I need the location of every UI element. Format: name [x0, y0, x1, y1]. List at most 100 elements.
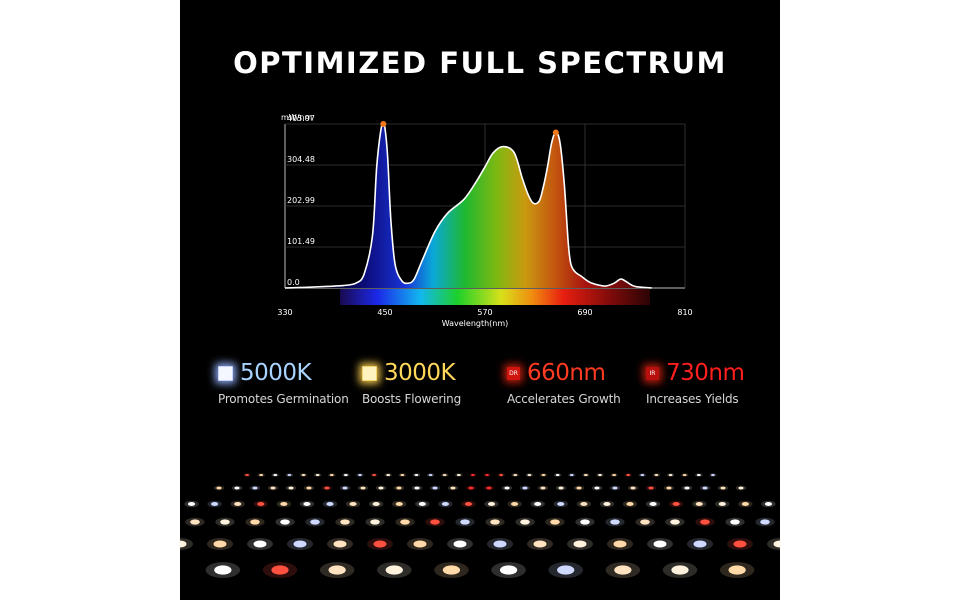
led-dot [486, 486, 492, 490]
led-dot [442, 473, 447, 477]
led-dot [700, 519, 710, 525]
y-tick-label: 0.0 [287, 278, 300, 287]
spectrum-area [285, 123, 652, 288]
y-axis-label: mW/nm [281, 113, 312, 122]
page-title: OPTIMIZED FULL SPECTRUM [233, 46, 727, 80]
led-dot [487, 502, 496, 506]
feature-2: 3000K Boosts Flowering [362, 356, 461, 406]
led-dot [214, 565, 232, 575]
led-dot [640, 473, 645, 477]
led-dot [668, 473, 673, 477]
spectrum-color-bar [340, 289, 650, 305]
led-dot [613, 540, 627, 548]
led-dot [288, 486, 294, 490]
led-dot [612, 473, 617, 477]
x-tick-label: 330 [277, 308, 292, 317]
led-dot [720, 486, 726, 490]
feature-description: Increases Yields [646, 392, 739, 406]
led-dot [583, 473, 588, 477]
led-dot [741, 502, 749, 506]
led-dot [396, 486, 402, 490]
led-dot [370, 519, 380, 525]
white-led-icon [218, 365, 233, 381]
led-dot [213, 540, 227, 548]
led-dot [557, 502, 565, 506]
led-dot [557, 565, 575, 575]
feature-description: Promotes Germination [218, 392, 349, 406]
spectrum-curve [284, 123, 652, 289]
deep-red-led-icon: DR [507, 366, 520, 380]
led-dot [682, 473, 687, 477]
led-dot [555, 473, 560, 477]
led-dot [630, 486, 636, 490]
led-label: IR [649, 369, 656, 377]
led-dot [253, 540, 267, 548]
led-dot [329, 473, 334, 477]
led-dot [569, 473, 574, 477]
led-dot [418, 502, 426, 506]
led-dot [259, 473, 264, 477]
x-tick-label: 450 [377, 308, 392, 317]
led-dot [442, 565, 461, 575]
x-tick-label: 690 [577, 308, 592, 317]
led-dot [695, 502, 703, 506]
led-dot [187, 502, 196, 506]
led-dot [378, 486, 384, 490]
y-tick-label: 101.49 [287, 237, 315, 246]
y-tick-label: 304.48 [287, 155, 315, 164]
led-dot [395, 502, 403, 506]
led-dot [671, 565, 689, 575]
led-dot [310, 519, 320, 525]
feature-description: Boosts Flowering [362, 392, 462, 406]
led-dot [672, 502, 680, 506]
led-dot [414, 473, 419, 477]
x-tick-label: 810 [677, 308, 692, 317]
led-dot [414, 486, 420, 490]
feature-value: 5000K [240, 360, 312, 386]
led-dot [626, 473, 631, 477]
feature-1: 5000K Promotes Germination [218, 356, 349, 406]
led-dot [450, 486, 456, 490]
led-dot [441, 502, 449, 506]
led-dot [733, 540, 747, 548]
led-dot [386, 473, 391, 477]
led-dot [511, 502, 519, 506]
led-dot [303, 502, 311, 506]
led-dot [216, 486, 222, 490]
led-dot [603, 502, 611, 506]
led-dot [648, 486, 654, 490]
led-dot [626, 502, 634, 506]
led-dot [550, 519, 560, 525]
led-dot [534, 502, 542, 506]
led-dot [250, 519, 260, 525]
infrared-led-icon: IR [646, 366, 659, 380]
led-grid-image [180, 473, 780, 578]
led-dot [315, 473, 320, 477]
led-dot [653, 540, 667, 548]
led-dot [520, 519, 530, 525]
led-dot [460, 519, 470, 525]
led-dot [522, 486, 528, 490]
led-dot [293, 540, 307, 548]
led-dot [580, 519, 590, 525]
led-dot [287, 473, 292, 477]
x-axis-label: Wavelength(nm) [442, 319, 509, 328]
led-dot [349, 502, 357, 506]
led-dot [718, 502, 726, 506]
peak-marker [552, 129, 559, 136]
led-dot [614, 565, 632, 575]
led-dot [738, 486, 744, 490]
led-dot [764, 502, 773, 506]
led-dot [730, 519, 740, 525]
led-dot [343, 473, 348, 477]
led-dot [640, 519, 650, 525]
led-label: DR [509, 369, 518, 377]
led-dot [326, 502, 334, 506]
led-dot [504, 486, 510, 490]
led-dot [594, 486, 600, 490]
led-dot [711, 473, 715, 477]
led-dot [413, 540, 427, 548]
led-dot [654, 473, 659, 477]
led-dot [558, 486, 564, 490]
led-dot [702, 486, 708, 490]
